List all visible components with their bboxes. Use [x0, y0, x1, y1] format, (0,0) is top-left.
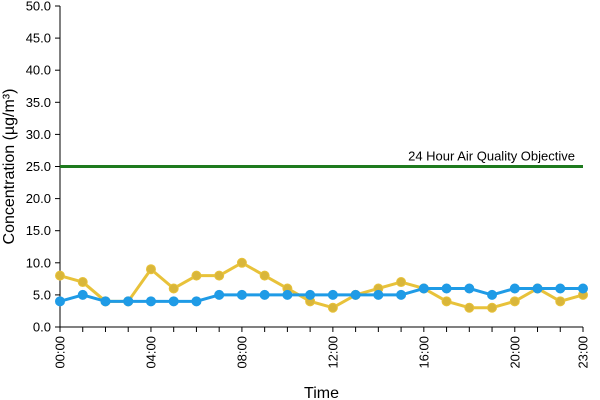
data-point: [168, 283, 179, 294]
data-point: [464, 302, 475, 313]
data-point: [441, 296, 452, 307]
data-point: [305, 289, 316, 300]
data-point: [236, 289, 247, 300]
reference-line-label: 24 Hour Air Quality Objective: [408, 149, 575, 164]
x-tick-label: 20:00: [507, 336, 522, 369]
y-axis-title: Concentration (µg/m³): [1, 89, 18, 245]
data-point: [100, 296, 111, 307]
data-point: [441, 283, 452, 294]
data-point: [555, 296, 566, 307]
x-tick-label: 04:00: [143, 336, 158, 369]
data-point: [396, 289, 407, 300]
data-point: [350, 289, 361, 300]
data-point: [77, 289, 88, 300]
data-point: [487, 289, 498, 300]
data-point: [55, 296, 65, 307]
data-point: [191, 270, 202, 281]
data-point: [168, 296, 179, 307]
data-point: [555, 283, 566, 294]
data-point: [509, 296, 520, 307]
x-tick-label: 12:00: [325, 336, 340, 369]
x-tick-label: 08:00: [234, 336, 249, 369]
y-tick-label: 35.0: [26, 95, 51, 110]
y-tick-label: 25.0: [26, 159, 51, 174]
x-tick-label: 00:00: [53, 336, 68, 369]
data-point: [282, 289, 293, 300]
y-tick-label: 40.0: [26, 63, 51, 78]
data-point: [191, 296, 202, 307]
series-group: [55, 257, 588, 313]
x-axis-title: Time: [304, 385, 339, 400]
y-tick-label: 10.0: [26, 255, 51, 270]
data-point: [487, 302, 498, 313]
data-point: [214, 270, 225, 281]
x-tick-label: 16:00: [416, 336, 431, 369]
y-tick-label: 0.0: [33, 320, 51, 335]
data-point: [418, 283, 429, 294]
data-point: [373, 289, 384, 300]
data-point: [145, 296, 156, 307]
data-point: [509, 283, 520, 294]
data-point: [55, 270, 65, 281]
data-point: [578, 283, 588, 294]
y-tick-label: 30.0: [26, 127, 51, 142]
series-line: [59, 286, 583, 303]
data-point: [532, 283, 543, 294]
reference-line-group: 24 Hour Air Quality Objective: [60, 149, 583, 168]
data-point: [123, 296, 134, 307]
data-point: [327, 302, 338, 313]
x-tick-label: 23:00: [576, 336, 591, 369]
series-0: [55, 283, 588, 307]
data-point: [145, 264, 156, 275]
data-point: [464, 283, 475, 294]
data-point: [259, 289, 270, 300]
y-tick-label: 45.0: [26, 31, 51, 46]
data-point: [327, 289, 338, 300]
series-1: [55, 257, 588, 313]
y-tick-label: 20.0: [26, 191, 51, 206]
data-point: [236, 257, 247, 268]
data-point: [77, 277, 88, 288]
y-tick-label: 5.0: [33, 287, 51, 302]
data-point: [396, 277, 407, 288]
y-tick-label: 15.0: [26, 223, 51, 238]
y-tick-label: 50.0: [26, 0, 51, 14]
data-point: [214, 289, 225, 300]
x-axis: 00:00 04:00 08:00 12:00 16:00 20:00 23:00: [53, 326, 591, 369]
y-axis: 0.0 5.0 10.0 15.0 20.0 25.0 30.0 35.0 40.0 45.0 50…: [26, 0, 61, 335]
data-point: [259, 270, 270, 281]
